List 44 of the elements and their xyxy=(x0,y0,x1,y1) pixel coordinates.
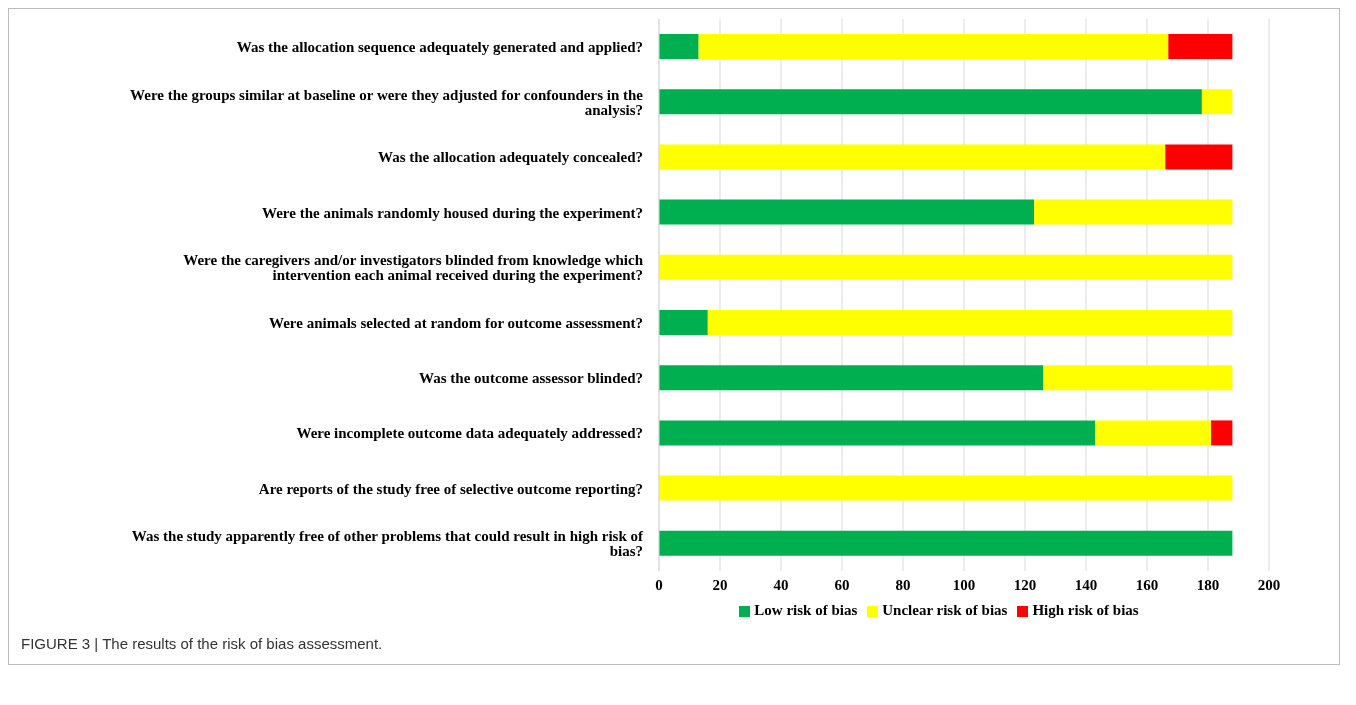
bar xyxy=(1034,199,1233,225)
bar xyxy=(659,89,1202,115)
x-tick-label: 60 xyxy=(834,576,850,593)
x-tick-label: 180 xyxy=(1196,576,1220,593)
y-tick-label: Were the groups similar at baseline or were they adjusted for confounders in the analysis? xyxy=(130,86,644,118)
y-tick-label: Were incomplete outcome data adequately addressed? xyxy=(296,425,643,442)
bar xyxy=(659,310,708,335)
bar xyxy=(707,310,1233,335)
bar xyxy=(1043,365,1233,391)
y-tick-label: Were the caregivers and/or investigators blinded from knowledge which intervention each animal received during the experiment? xyxy=(183,252,644,284)
bar xyxy=(659,254,1233,280)
bar xyxy=(1211,420,1233,446)
y-tick-label: Was the study apparently free of other problems that could result in high risk of bias? xyxy=(131,528,644,560)
bar xyxy=(659,420,1096,446)
x-tick-label: 160 xyxy=(1135,576,1159,593)
legend-label: High risk of bias xyxy=(1032,602,1139,618)
legend-label: Unclear risk of bias xyxy=(882,602,1008,618)
y-tick-label: Were animals selected at random for outcome assessment? xyxy=(269,314,643,331)
x-tick-label: 20 xyxy=(712,576,728,593)
bar xyxy=(659,475,1233,501)
bar xyxy=(1168,34,1233,59)
bar xyxy=(659,34,699,59)
bar xyxy=(659,144,1166,170)
y-tick-label: Was the outcome assessor blinded? xyxy=(419,370,643,387)
x-tick-label: 0 xyxy=(655,576,663,593)
y-tick-label: Were the animals randomly housed during the experiment? xyxy=(262,204,643,221)
y-tick-label: Are reports of the study free of selective outcome reporting? xyxy=(258,480,643,497)
bar xyxy=(1201,89,1233,115)
legend-label: Low risk of bias xyxy=(754,602,858,618)
y-tick-label: Was the allocation adequately concealed? xyxy=(378,149,643,166)
x-tick-label: 40 xyxy=(773,576,789,593)
x-tick-label: 120 xyxy=(1013,576,1037,593)
bar xyxy=(1095,420,1212,446)
x-tick-label: 100 xyxy=(952,576,976,593)
bar xyxy=(659,199,1035,225)
y-tick-label: Was the allocation sequence adequately generated and applied? xyxy=(236,38,643,55)
bar xyxy=(698,34,1169,59)
bar xyxy=(1165,144,1233,170)
bar xyxy=(659,530,1233,556)
caption: FIGURE 3 | The results of the risk of bias assessment. xyxy=(20,634,384,654)
x-tick-label: 200 xyxy=(1257,576,1281,593)
x-tick-label: 140 xyxy=(1074,576,1098,593)
bar xyxy=(659,365,1044,391)
x-tick-label: 80 xyxy=(895,576,911,593)
